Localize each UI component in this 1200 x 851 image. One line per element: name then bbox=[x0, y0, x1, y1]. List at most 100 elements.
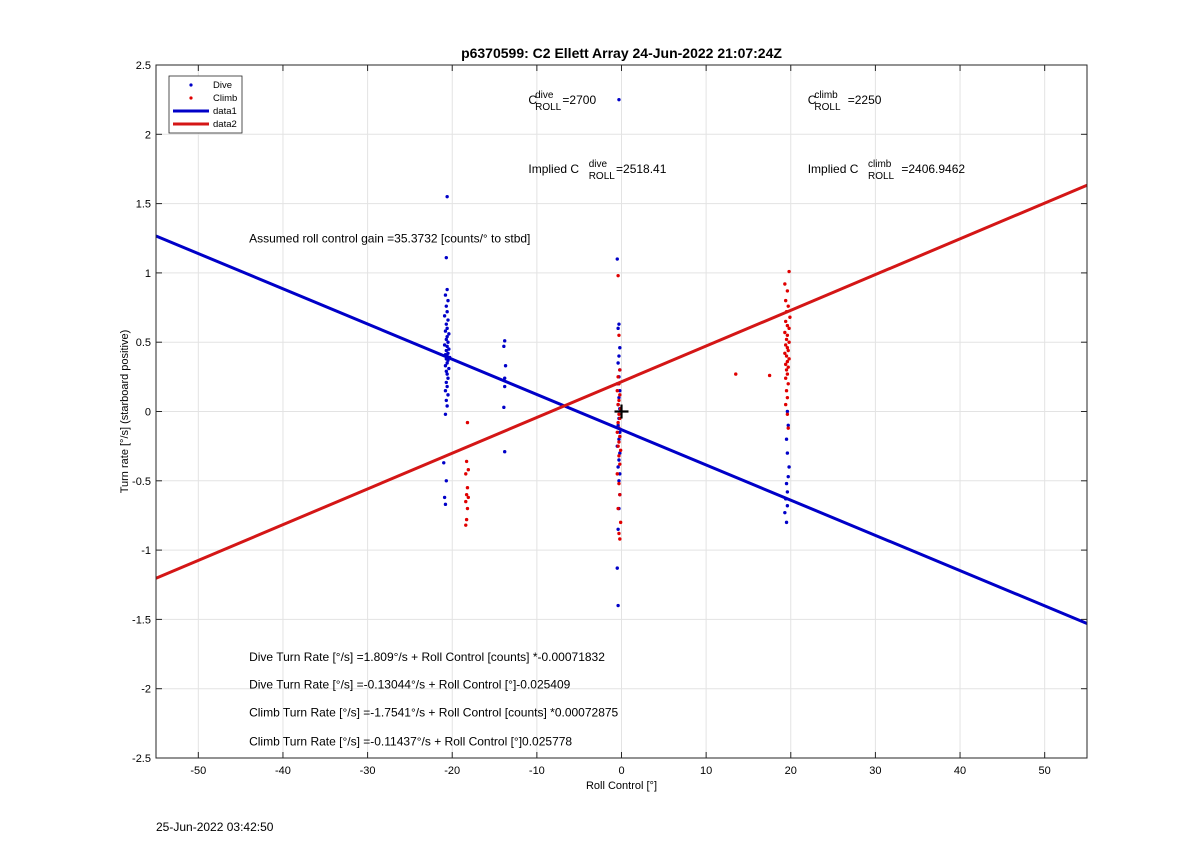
climb-point bbox=[784, 354, 789, 358]
legend-dive-label: Dive bbox=[213, 80, 232, 91]
dive-point bbox=[445, 361, 449, 365]
dive-point bbox=[444, 304, 449, 308]
climb-point bbox=[616, 506, 620, 511]
x-tick-label: 10 bbox=[700, 765, 712, 777]
dive-point bbox=[618, 430, 622, 434]
dive-point bbox=[445, 334, 449, 339]
dive-point bbox=[445, 384, 449, 389]
climb-point bbox=[464, 459, 469, 464]
climb-point bbox=[617, 398, 621, 403]
climb-point bbox=[618, 520, 623, 525]
climb-point bbox=[787, 340, 791, 344]
climb-point bbox=[464, 472, 468, 476]
legend-data2-label: data2 bbox=[213, 119, 237, 130]
dive-point bbox=[443, 329, 448, 333]
y-tick-label: 1 bbox=[145, 268, 151, 280]
dive-point bbox=[443, 502, 448, 507]
annotation-symbol: C bbox=[808, 93, 817, 107]
dive-point bbox=[503, 376, 507, 380]
climb-point bbox=[617, 412, 621, 416]
dive-point bbox=[444, 380, 449, 385]
dive-point bbox=[445, 372, 449, 376]
climb-point bbox=[616, 444, 620, 448]
climb-point bbox=[465, 486, 470, 490]
y-axis-label: Turn rate [°/s] (starboard positive) bbox=[119, 330, 131, 494]
climb-point bbox=[785, 333, 790, 337]
dive-point bbox=[617, 97, 621, 102]
dive-point bbox=[442, 495, 447, 500]
dive-point bbox=[615, 257, 619, 261]
annotation-subscript: ROLL bbox=[868, 171, 895, 182]
climb-point bbox=[783, 282, 787, 286]
climb-point bbox=[616, 273, 620, 278]
axes-box bbox=[155, 64, 1088, 759]
series-climb bbox=[464, 269, 792, 541]
annotation-superscript: climb bbox=[868, 159, 892, 170]
climb-point bbox=[787, 357, 791, 361]
annotation-superscript: dive bbox=[535, 90, 554, 101]
dive-point bbox=[447, 332, 451, 336]
dive-point bbox=[618, 472, 622, 476]
dive-point bbox=[443, 293, 448, 297]
dive-point bbox=[617, 479, 621, 483]
annotation-subscript: ROLL bbox=[589, 171, 616, 182]
climb-point bbox=[615, 472, 619, 476]
climb-point bbox=[615, 389, 619, 393]
annotation-subscript: ROLL bbox=[814, 102, 841, 113]
x-tick-label: -20 bbox=[444, 765, 460, 777]
dive-point bbox=[783, 510, 787, 515]
dive-point bbox=[502, 344, 506, 349]
climb-point bbox=[783, 362, 788, 367]
climb-point bbox=[464, 492, 469, 497]
dive-point bbox=[503, 384, 507, 389]
dive-point bbox=[444, 348, 449, 353]
dive-point bbox=[787, 465, 791, 469]
climb-point bbox=[616, 402, 620, 407]
climb-point bbox=[618, 368, 622, 372]
origin-marker bbox=[614, 404, 629, 419]
climb-point bbox=[787, 269, 791, 274]
annotation-value: =2250 bbox=[844, 93, 881, 107]
dive-point bbox=[786, 474, 790, 479]
dive-point bbox=[616, 527, 620, 532]
annotation-value: =2518.41 bbox=[613, 162, 667, 176]
climb-point bbox=[618, 492, 622, 497]
y-tick-label: -0.5 bbox=[132, 476, 151, 488]
fit-line-data2 bbox=[155, 183, 1088, 580]
dive-point bbox=[443, 412, 448, 416]
climb-point bbox=[786, 382, 790, 386]
dive-point bbox=[617, 354, 621, 358]
dive-point bbox=[617, 437, 621, 441]
annotation-symbol: C bbox=[528, 93, 537, 107]
climb-point bbox=[783, 343, 788, 347]
annotation-4: Assumed roll control gain =35.3732 [coun… bbox=[249, 231, 530, 245]
climb-point bbox=[786, 365, 790, 369]
y-tick-label: -1.5 bbox=[132, 614, 151, 626]
annotation-7: Climb Turn Rate [°/s] =-1.7541°/s + Roll… bbox=[249, 705, 618, 719]
dive-point bbox=[444, 369, 449, 374]
climb-point bbox=[785, 412, 790, 416]
x-axis-label: Roll Control [°] bbox=[586, 780, 657, 792]
dive-point bbox=[446, 393, 450, 397]
dive-point bbox=[784, 520, 789, 525]
annotation-1: Cclimb ROLL =2250 bbox=[808, 90, 882, 113]
climb-point bbox=[783, 402, 788, 407]
annotation-5: Dive Turn Rate [°/s] =1.809°/s + Roll Co… bbox=[249, 650, 605, 664]
annotation-value: =2406.9462 bbox=[898, 162, 965, 176]
climb-point bbox=[788, 315, 792, 319]
x-tick-label: -10 bbox=[529, 765, 545, 777]
climb-point bbox=[618, 448, 623, 453]
series-data1 bbox=[155, 234, 1088, 625]
dive-point bbox=[442, 343, 447, 347]
annotation-symbol: Implied C bbox=[528, 162, 579, 176]
climb-point bbox=[783, 376, 788, 380]
climb-point bbox=[783, 298, 788, 303]
dive-point bbox=[616, 603, 620, 608]
climb-point bbox=[787, 326, 791, 331]
annotation-2: Implied C dive ROLL =2518.41 bbox=[528, 159, 666, 182]
climb-point bbox=[767, 373, 772, 378]
climb-point bbox=[465, 420, 470, 425]
dive-point bbox=[444, 398, 449, 403]
dive-point bbox=[445, 287, 449, 292]
